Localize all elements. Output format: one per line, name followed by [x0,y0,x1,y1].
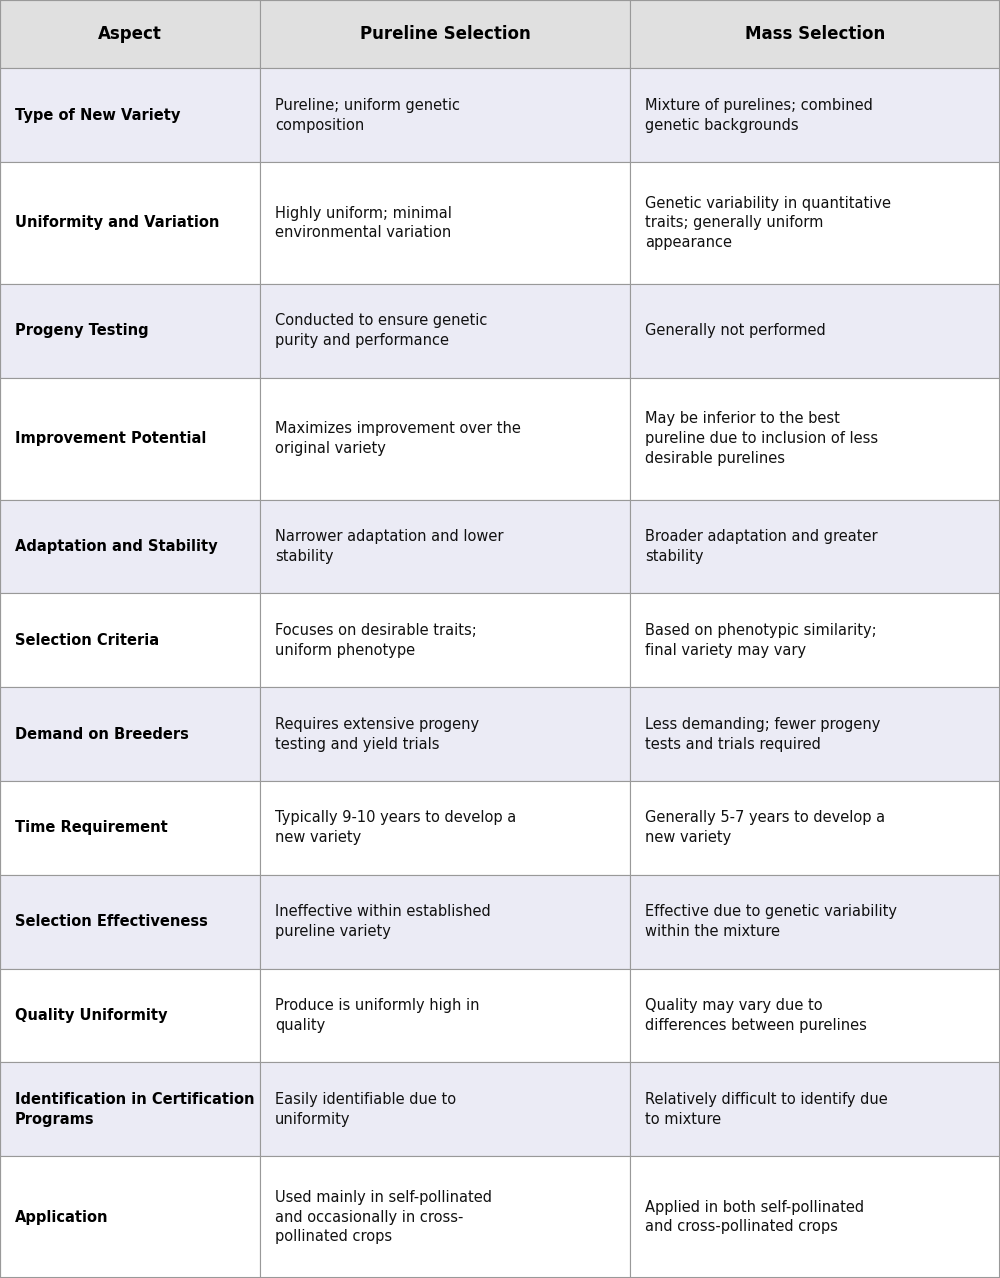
Bar [630,162,1000,284]
Text: Based on phenotypic similarity;
final variety may vary: Based on phenotypic similarity; final va… [645,622,877,658]
Text: Highly uniform; minimal
environmental variation: Highly uniform; minimal environmental va… [275,206,452,240]
Bar [630,284,1000,378]
Text: Applied in both self-pollinated
and cross-pollinated crops: Applied in both self-pollinated and cros… [645,1200,864,1235]
Bar [0,593,260,688]
Bar [0,781,260,874]
Bar [0,68,260,162]
Bar [630,1157,1000,1278]
Text: Requires extensive progeny
testing and yield trials: Requires extensive progeny testing and y… [275,717,479,751]
Bar [630,781,1000,874]
Bar [0,284,260,378]
Bar [260,969,630,1062]
Bar [630,969,1000,1062]
Bar [630,593,1000,688]
Text: Selection Criteria: Selection Criteria [15,633,159,648]
Text: Used mainly in self-pollinated
and occasionally in cross-
pollinated crops: Used mainly in self-pollinated and occas… [275,1190,492,1245]
Bar [260,874,630,969]
Bar [260,284,630,378]
Text: Generally not performed: Generally not performed [645,323,826,339]
Bar [630,874,1000,969]
Text: May be inferior to the best
pureline due to inclusion of less
desirable pureline: May be inferior to the best pureline due… [645,412,878,466]
Text: Quality may vary due to
differences between purelines: Quality may vary due to differences betw… [645,998,867,1033]
Bar [630,1062,1000,1157]
Bar [0,378,260,500]
Text: Identification in Certification
Programs: Identification in Certification Programs [15,1091,254,1127]
Text: Mass Selection: Mass Selection [745,26,885,43]
Text: Ineffective within established
pureline variety: Ineffective within established pureline … [275,905,491,939]
Text: Quality Uniformity: Quality Uniformity [15,1008,168,1022]
Bar [260,1062,630,1157]
Text: Adaptation and Stability: Adaptation and Stability [15,539,218,555]
Text: Conducted to ensure genetic
purity and performance: Conducted to ensure genetic purity and p… [275,313,487,348]
Bar [260,378,630,500]
Bar [630,0,1000,68]
Text: Demand on Breeders: Demand on Breeders [15,727,189,741]
Text: Easily identifiable due to
uniformity: Easily identifiable due to uniformity [275,1091,456,1127]
Bar [260,688,630,781]
Bar [260,500,630,593]
Text: Generally 5-7 years to develop a
new variety: Generally 5-7 years to develop a new var… [645,810,885,845]
Text: Broader adaptation and greater
stability: Broader adaptation and greater stability [645,529,878,564]
Bar [630,500,1000,593]
Text: Narrower adaptation and lower
stability: Narrower adaptation and lower stability [275,529,504,564]
Text: Maximizes improvement over the
original variety: Maximizes improvement over the original … [275,422,521,456]
Bar [0,969,260,1062]
Text: Uniformity and Variation: Uniformity and Variation [15,216,219,230]
Bar [0,1157,260,1278]
Text: Effective due to genetic variability
within the mixture: Effective due to genetic variability wit… [645,905,897,939]
Bar [260,0,630,68]
Text: Type of New Variety: Type of New Variety [15,107,180,123]
Text: Genetic variability in quantitative
traits; generally uniform
appearance: Genetic variability in quantitative trai… [645,196,891,250]
Bar [0,500,260,593]
Bar [260,781,630,874]
Text: Pureline; uniform genetic
composition: Pureline; uniform genetic composition [275,97,460,133]
Text: Typically 9-10 years to develop a
new variety: Typically 9-10 years to develop a new va… [275,810,516,845]
Text: Improvement Potential: Improvement Potential [15,431,206,446]
Text: Aspect: Aspect [98,26,162,43]
Text: Less demanding; fewer progeny
tests and trials required: Less demanding; fewer progeny tests and … [645,717,880,751]
Bar [0,1062,260,1157]
Bar [0,688,260,781]
Bar [0,874,260,969]
Bar [260,162,630,284]
Text: Pureline Selection: Pureline Selection [360,26,530,43]
Text: Mixture of purelines; combined
genetic backgrounds: Mixture of purelines; combined genetic b… [645,97,873,133]
Text: Selection Effectiveness: Selection Effectiveness [15,914,208,929]
Text: Focuses on desirable traits;
uniform phenotype: Focuses on desirable traits; uniform phe… [275,622,477,658]
Bar [0,162,260,284]
Text: Application: Application [15,1209,108,1224]
Bar [0,0,260,68]
Text: Produce is uniformly high in
quality: Produce is uniformly high in quality [275,998,480,1033]
Text: Progeny Testing: Progeny Testing [15,323,149,339]
Bar [260,593,630,688]
Bar [630,378,1000,500]
Bar [260,1157,630,1278]
Bar [630,68,1000,162]
Bar [260,68,630,162]
Text: Relatively difficult to identify due
to mixture: Relatively difficult to identify due to … [645,1091,888,1127]
Text: Time Requirement: Time Requirement [15,820,168,836]
Bar [630,688,1000,781]
